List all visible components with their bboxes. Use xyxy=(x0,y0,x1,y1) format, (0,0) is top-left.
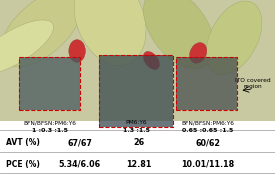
FancyBboxPatch shape xyxy=(19,57,80,110)
Text: 1.3 :1.5: 1.3 :1.5 xyxy=(123,128,150,132)
Text: PM6:Y6: PM6:Y6 xyxy=(126,120,147,125)
Ellipse shape xyxy=(74,0,146,66)
Ellipse shape xyxy=(1,0,82,67)
Text: 67/67: 67/67 xyxy=(67,138,92,147)
Ellipse shape xyxy=(0,20,54,74)
FancyBboxPatch shape xyxy=(176,57,237,110)
Text: 5.34/6.06: 5.34/6.06 xyxy=(59,160,101,169)
Text: 12.81: 12.81 xyxy=(126,160,152,169)
Bar xyxy=(19,57,80,110)
Ellipse shape xyxy=(144,0,214,69)
Bar xyxy=(99,55,173,127)
Text: 26: 26 xyxy=(134,138,145,147)
Text: BFN/BFSN:PM6:Y6: BFN/BFSN:PM6:Y6 xyxy=(181,120,234,125)
Text: 10.01/11.18: 10.01/11.18 xyxy=(181,160,235,169)
FancyBboxPatch shape xyxy=(0,0,275,121)
Text: 60/62: 60/62 xyxy=(195,138,220,147)
Bar xyxy=(0,130,275,189)
FancyBboxPatch shape xyxy=(99,55,173,127)
Text: PCE (%): PCE (%) xyxy=(6,160,40,169)
Text: BFN/BFSN:PM6:Y6: BFN/BFSN:PM6:Y6 xyxy=(23,120,76,125)
Ellipse shape xyxy=(144,51,160,70)
Ellipse shape xyxy=(206,1,262,75)
Ellipse shape xyxy=(69,40,85,62)
Bar xyxy=(176,57,237,110)
Text: AVT (%): AVT (%) xyxy=(6,138,40,147)
Text: 0.65 :0.65 :1.5: 0.65 :0.65 :1.5 xyxy=(182,128,233,132)
Text: 1 :0.3 :1.5: 1 :0.3 :1.5 xyxy=(31,128,68,132)
Text: ITO covered
region: ITO covered region xyxy=(235,78,271,89)
Ellipse shape xyxy=(190,43,207,63)
